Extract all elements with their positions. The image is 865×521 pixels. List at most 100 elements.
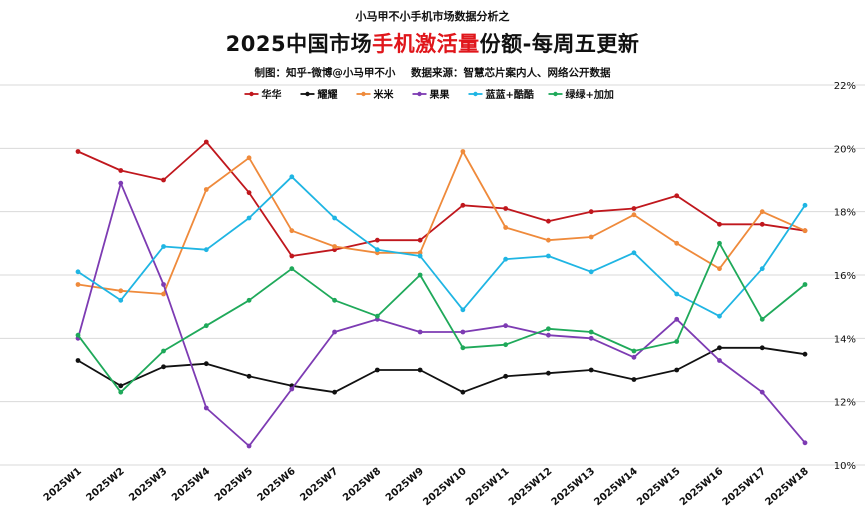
data-point — [417, 237, 423, 243]
data-point — [802, 440, 808, 446]
data-point — [674, 193, 680, 199]
data-point — [460, 345, 466, 351]
series-3 — [75, 180, 808, 449]
series-lines — [75, 139, 808, 449]
data-point — [289, 386, 295, 392]
series-line — [77, 242, 806, 394]
data-point — [759, 209, 765, 215]
chart-kicker: 小马甲不小手机市场数据分析之 — [355, 10, 510, 23]
data-point — [75, 269, 81, 275]
data-point — [203, 247, 209, 253]
data-point — [802, 228, 808, 234]
data-point — [289, 266, 295, 272]
legend-item: 绿绿+加加 — [548, 88, 614, 101]
x-tick-label: 2025W17 — [721, 466, 769, 508]
data-point — [802, 202, 808, 208]
credit-source: 数据来源：智慧芯片案内人、网络公开数据 — [411, 67, 611, 79]
x-tick-label: 2025W13 — [550, 466, 598, 508]
title-highlight: 手机激活量 — [372, 32, 480, 56]
legend-marker — [361, 91, 366, 97]
x-tick-label: 2025W10 — [421, 466, 469, 508]
data-point — [503, 342, 509, 348]
data-point — [674, 339, 680, 344]
x-tick-label: 2025W7 — [298, 466, 340, 504]
y-tick-label: 16% — [834, 271, 856, 282]
data-point — [503, 373, 509, 379]
data-point — [631, 354, 637, 360]
legend-marker — [553, 91, 558, 97]
y-tick-label: 18% — [834, 208, 856, 219]
data-point — [546, 237, 551, 243]
data-point — [332, 215, 337, 221]
legend-label: 耀耀 — [317, 88, 338, 101]
legend-label: 华华 — [262, 88, 282, 101]
data-point — [374, 247, 380, 253]
chart-title: 2025中国市场手机激活量份额-每周五更新 — [0, 28, 865, 58]
data-point — [118, 297, 124, 303]
data-point — [203, 187, 209, 192]
data-point — [503, 206, 509, 211]
data-point — [759, 221, 765, 227]
data-point — [417, 272, 423, 278]
data-point — [546, 326, 551, 332]
data-point — [118, 288, 124, 294]
x-tick-label: 2025W14 — [592, 466, 640, 508]
legend-label: 蓝蓝+酷酷 — [486, 88, 534, 101]
data-point — [118, 389, 124, 395]
data-point — [759, 389, 765, 395]
title-prefix: 2025中国市场 — [225, 32, 373, 56]
x-tick-label: 2025W11 — [464, 466, 512, 508]
data-point — [631, 377, 637, 382]
legend-item: 耀耀 — [300, 88, 338, 101]
data-point — [717, 240, 722, 246]
legend-item: 蓝蓝+酷酷 — [468, 88, 534, 101]
series-line — [77, 175, 806, 318]
legend-marker — [473, 91, 478, 97]
data-point — [802, 351, 808, 357]
data-point — [75, 358, 81, 363]
data-point — [161, 364, 166, 370]
data-point — [631, 348, 637, 354]
legend: 华华 耀耀 米米 果果 蓝蓝+酷酷 绿绿+加加 — [244, 88, 614, 101]
data-point — [332, 329, 337, 335]
x-tick-label: 2025W9 — [384, 466, 426, 504]
data-point — [75, 332, 81, 338]
data-point — [588, 234, 594, 240]
data-point — [161, 282, 166, 287]
data-point — [417, 253, 423, 259]
data-point — [546, 332, 551, 338]
data-point — [246, 443, 252, 449]
x-tick-label: 2025W1 — [42, 466, 84, 504]
data-point — [674, 316, 680, 322]
data-point — [374, 367, 380, 373]
data-point — [246, 190, 252, 196]
data-point — [289, 228, 295, 234]
data-point — [631, 250, 637, 256]
series-line — [77, 141, 806, 257]
data-point — [674, 367, 680, 373]
data-point — [460, 307, 466, 313]
x-tick-label: 2025W18 — [763, 466, 811, 508]
data-point — [460, 202, 466, 208]
data-point — [460, 329, 466, 335]
legend-label: 米米 — [374, 88, 395, 101]
y-tick-label: 12% — [834, 398, 856, 409]
credit-author: 制图：知乎-微博@小马甲不小 — [254, 67, 396, 79]
data-point — [161, 177, 166, 183]
legend-item: 米米 — [356, 88, 395, 101]
series-line — [77, 346, 806, 394]
data-point — [717, 358, 722, 363]
data-point — [717, 313, 722, 319]
series-line — [77, 150, 806, 295]
y-tick-label: 10% — [834, 461, 856, 472]
x-axis-ticks: 2025W1 2025W2 2025W3 2025W4 2025W5 2025W6 2025… — [42, 466, 811, 508]
legend-label: 绿绿+加加 — [566, 88, 614, 101]
data-point — [118, 383, 124, 389]
x-tick-label: 2025W3 — [127, 466, 169, 504]
data-point — [460, 149, 466, 154]
x-tick-label: 2025W8 — [341, 466, 383, 504]
data-point — [759, 345, 765, 351]
y-tick-label: 20% — [834, 144, 856, 155]
x-tick-label: 2025W12 — [507, 466, 555, 508]
